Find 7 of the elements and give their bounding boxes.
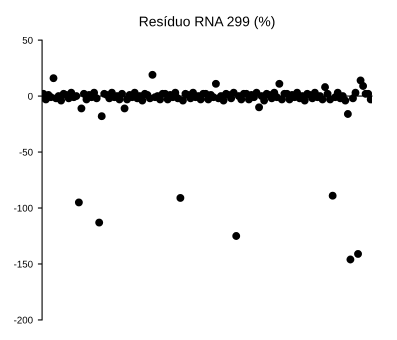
y-tick-label: 50 <box>22 36 33 44</box>
y-tick-label: -50 <box>19 148 33 156</box>
y-tick-label: 0 <box>28 92 33 100</box>
chart-title: Resíduo RNA 299 (%) <box>140 16 274 30</box>
y-tick-label: -200 <box>14 316 33 324</box>
y-tick-label: -150 <box>14 260 33 268</box>
y-tick-label: -100 <box>14 204 33 212</box>
